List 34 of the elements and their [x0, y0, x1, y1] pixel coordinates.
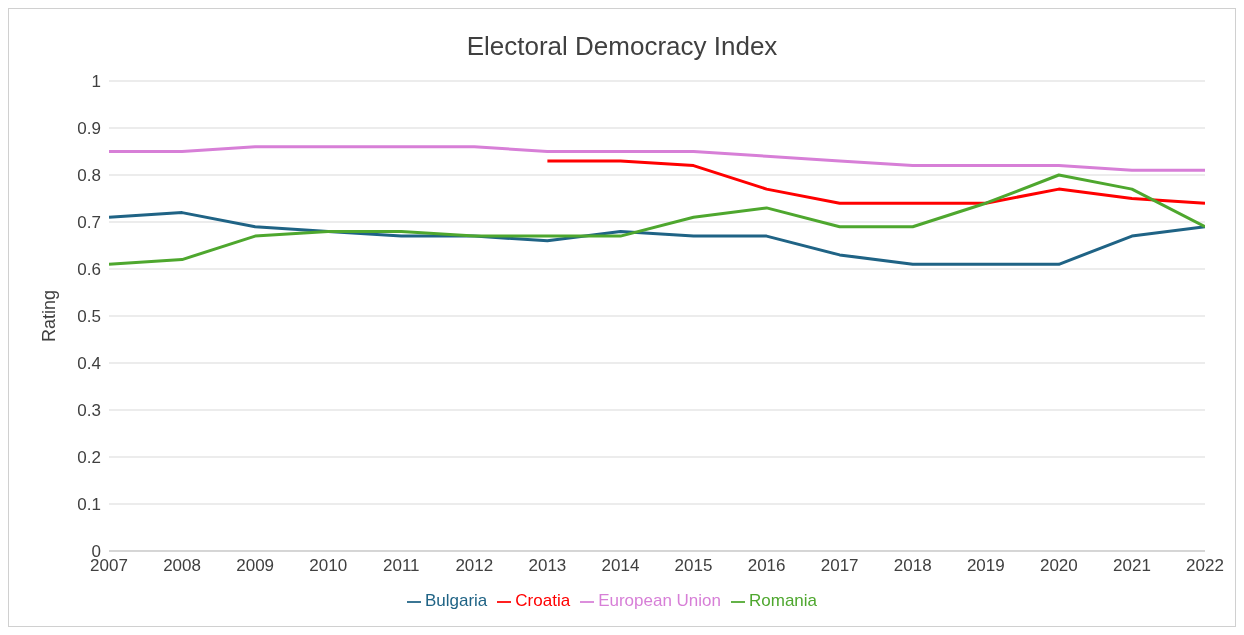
x-tick-label: 2013 — [528, 556, 567, 576]
y-tick-label: 0.5 — [77, 307, 101, 327]
y-tick-label: 0.4 — [77, 354, 101, 374]
x-tick-label: 2018 — [893, 556, 932, 576]
x-tick-label: 2015 — [674, 556, 713, 576]
line-series — [109, 145, 1205, 172]
x-tick-label: 2020 — [1039, 556, 1078, 576]
line-series — [545, 159, 1205, 205]
y-tick-label: 0.3 — [77, 401, 101, 421]
x-tick-label: 2014 — [601, 556, 640, 576]
y-axis-title: Rating — [39, 289, 60, 343]
legend-label: Croatia — [515, 591, 571, 610]
y-tick-label: 0.9 — [77, 119, 101, 139]
line-series — [109, 173, 1205, 266]
x-tick-label: 2019 — [966, 556, 1005, 576]
y-tick-label: 1 — [91, 72, 101, 92]
chart-title: Electoral Democracy Index — [465, 31, 779, 63]
x-tick-label: 2011 — [382, 556, 420, 576]
y-tick-label: 0.7 — [77, 213, 101, 233]
x-tick-label: 2021 — [1113, 556, 1151, 576]
y-tick-label: 0.1 — [77, 495, 101, 515]
x-tick-label: 2016 — [747, 556, 786, 576]
y-tick-label: 0.2 — [77, 448, 101, 468]
x-tick-label: 2022 — [1186, 556, 1224, 576]
x-tick-label: 2012 — [455, 556, 494, 576]
legend-label: Romania — [749, 591, 818, 610]
x-tick-label: 2008 — [163, 556, 201, 576]
x-tick-label: 2017 — [820, 556, 859, 576]
legend-label: European Union — [598, 591, 721, 610]
x-tick-label: 2010 — [309, 556, 348, 576]
y-tick-label: 0.6 — [77, 260, 101, 280]
x-tick-label: 2009 — [236, 556, 275, 576]
y-tick-label: 0.8 — [77, 166, 101, 186]
legend-label: Bulgaria — [424, 591, 488, 610]
